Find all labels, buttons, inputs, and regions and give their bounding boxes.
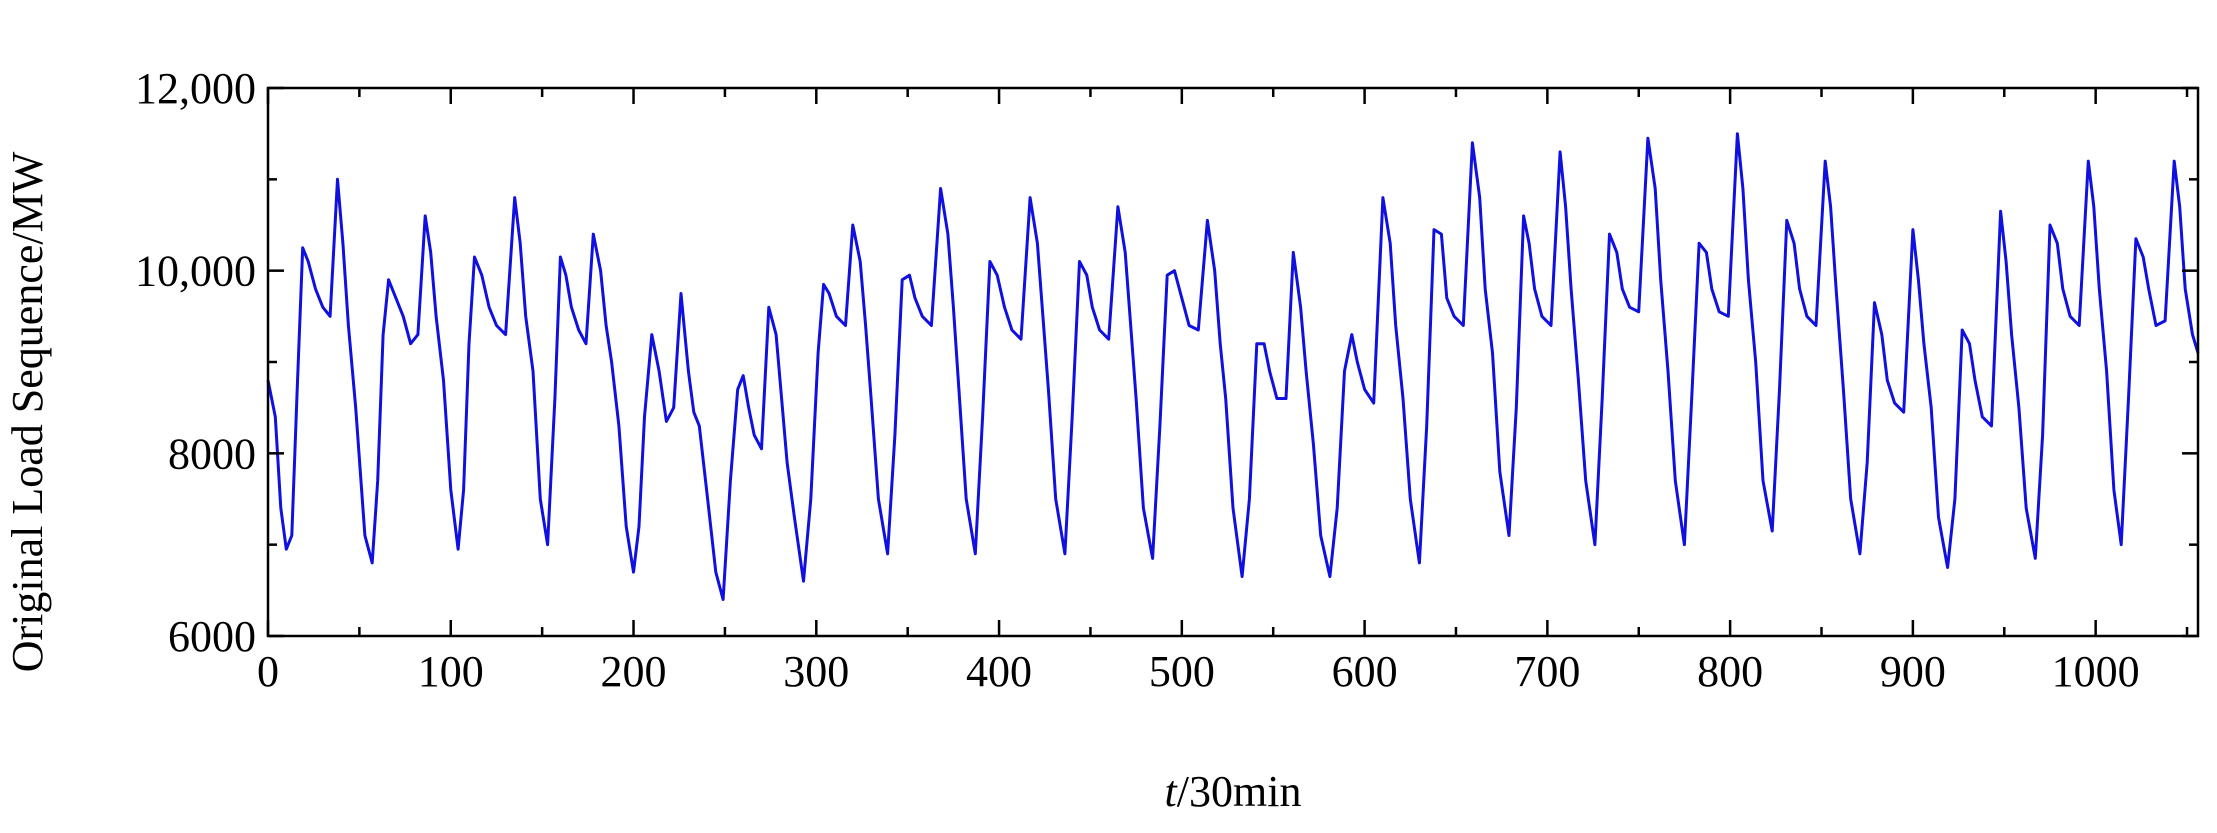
- x-tick-label: 700: [1514, 647, 1580, 696]
- y-tick-label: 8000: [168, 429, 256, 478]
- x-tick-label: 600: [1332, 647, 1398, 696]
- x-tick-label: 200: [601, 647, 667, 696]
- load-series-line-0: [266, 132, 2200, 601]
- x-tick-label: 300: [783, 647, 849, 696]
- x-axis-label-variable: t: [1165, 767, 1179, 816]
- x-tick-label: 0: [257, 647, 279, 696]
- y-axis-label: Original Load Sequence/MW: [3, 151, 52, 672]
- x-axis-label-unit: /30min: [1177, 767, 1302, 816]
- x-tick-label: 800: [1697, 647, 1763, 696]
- x-tick-label: 1000: [2052, 647, 2140, 696]
- y-tick-label: 10,000: [135, 247, 256, 296]
- y-tick-label: 6000: [168, 612, 256, 661]
- x-tick-label: 500: [1149, 647, 1215, 696]
- plot-area: [266, 132, 2200, 601]
- x-tick-label: 400: [966, 647, 1032, 696]
- x-tick-label: 100: [418, 647, 484, 696]
- y-tick-label: 12,000: [135, 64, 256, 113]
- axes: 0 100 200 300 400 500 600 700 800 900 1000 6000 8000…: [135, 64, 2200, 696]
- x-axis-label: t/30min: [1165, 767, 1302, 816]
- x-tick-label: 900: [1880, 647, 1946, 696]
